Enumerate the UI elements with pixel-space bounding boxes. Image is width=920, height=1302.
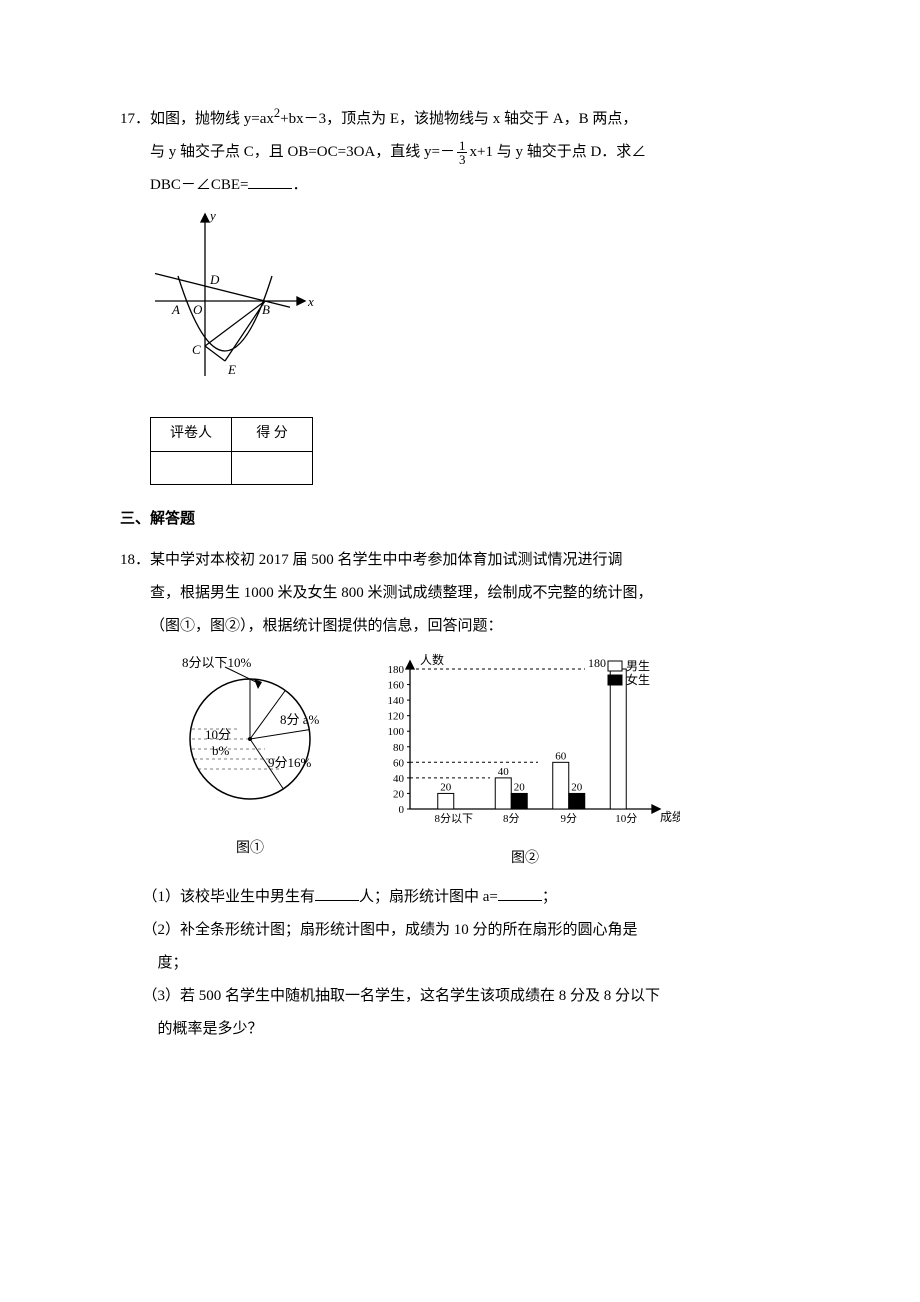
svg-text:20: 20 bbox=[440, 781, 452, 793]
svg-text:20: 20 bbox=[393, 788, 405, 800]
question-17: 17．如图，抛物线 y=ax2+bx－3，顶点为 E，该抛物线与 x 轴交于 A… bbox=[120, 100, 800, 399]
q18-number: 18． bbox=[120, 552, 150, 568]
svg-text:A: A bbox=[171, 302, 180, 317]
svg-text:100: 100 bbox=[388, 726, 405, 738]
pie-caption: 图① bbox=[150, 834, 350, 865]
svg-text:10分: 10分 bbox=[205, 727, 231, 742]
score-table: 评卷人 得 分 bbox=[150, 417, 313, 485]
svg-text:180: 180 bbox=[388, 664, 405, 676]
svg-text:140: 140 bbox=[388, 695, 405, 707]
q18-sub2: （2）补全条形统计图；扇形统计图中，成绩为 10 分的所在扇形的圆心角是 bbox=[120, 914, 800, 947]
bar-chart: 0 20 40 60 80 100 120 140 160 180 20 8分以下 40 20 8分 60 2… bbox=[370, 649, 680, 829]
svg-text:20: 20 bbox=[514, 781, 526, 793]
q17-line3: DBC－∠CBE=． bbox=[120, 169, 800, 202]
svg-text:180: 180 bbox=[588, 656, 606, 670]
q18-sub1: （1）该校毕业生中男生有人；扇形统计图中 a=； bbox=[120, 881, 800, 914]
q17-number: 17． bbox=[120, 111, 150, 127]
q18-line2: 查，根据男生 1000 米及女生 800 米测试成绩整理，绘制成不完整的统计图， bbox=[120, 577, 800, 610]
grader-header: 评卷人 bbox=[151, 418, 232, 452]
svg-text:8分以下10%: 8分以下10% bbox=[182, 655, 252, 670]
grader-cell[interactable] bbox=[151, 451, 232, 484]
svg-text:160: 160 bbox=[388, 679, 405, 691]
pie-chart-container: 8分以下10% 10分 b% 8分 a% 9分16% 图① bbox=[150, 649, 350, 865]
q17-line2: 与 y 轴交子点 C，且 OB=OC=3OA，直线 y=－13x+1 与 y 轴… bbox=[120, 136, 800, 169]
answer-blank[interactable] bbox=[248, 173, 292, 189]
svg-text:60: 60 bbox=[555, 750, 567, 762]
svg-text:y: y bbox=[208, 208, 216, 223]
score-header: 得 分 bbox=[232, 418, 313, 452]
question-18: 18．某中学对本校初 2017 届 500 名学生中中考参加体育加试测试情况进行… bbox=[120, 544, 800, 1046]
svg-text:男生: 男生 bbox=[626, 659, 650, 673]
bar-caption: 图② bbox=[370, 844, 680, 875]
q18-sub3b: 的概率是多少？ bbox=[120, 1013, 800, 1046]
svg-text:40: 40 bbox=[498, 766, 510, 778]
answer-blank[interactable] bbox=[315, 885, 359, 901]
svg-text:8分: 8分 bbox=[503, 812, 520, 825]
svg-text:人数: 人数 bbox=[420, 652, 444, 667]
svg-text:80: 80 bbox=[393, 742, 405, 754]
q18-line3: （图①，图②），根据统计图提供的信息，回答问题： bbox=[120, 610, 800, 643]
svg-text:20: 20 bbox=[571, 781, 583, 793]
q18-line1: 18．某中学对本校初 2017 届 500 名学生中中考参加体育加试测试情况进行… bbox=[120, 544, 800, 577]
svg-text:9分: 9分 bbox=[561, 812, 578, 825]
q17-text: 17．如图，抛物线 y=ax2+bx－3，顶点为 E，该抛物线与 x 轴交于 A… bbox=[120, 100, 800, 136]
svg-text:60: 60 bbox=[393, 757, 405, 769]
svg-text:b%: b% bbox=[212, 743, 230, 758]
q17-figure: y x A O B D C E bbox=[150, 206, 800, 399]
pie-chart: 8分以下10% 10分 b% 8分 a% 9分16% bbox=[150, 649, 350, 819]
q18-figures: 8分以下10% 10分 b% 8分 a% 9分16% 图① bbox=[150, 649, 800, 875]
svg-text:C: C bbox=[192, 342, 201, 357]
svg-text:9分16%: 9分16% bbox=[268, 755, 312, 770]
svg-text:8分以下: 8分以下 bbox=[435, 812, 474, 825]
svg-text:女生: 女生 bbox=[626, 672, 650, 687]
svg-text:120: 120 bbox=[388, 710, 405, 722]
section-3-title: 三、解答题 bbox=[120, 503, 800, 536]
q18-sub2b: 度； bbox=[120, 947, 800, 980]
svg-text:10分: 10分 bbox=[615, 812, 637, 825]
svg-text:D: D bbox=[209, 272, 220, 287]
svg-text:0: 0 bbox=[399, 804, 405, 816]
q18-sub3: （3）若 500 名学生中随机抽取一名学生，这名学生该项成绩在 8 分及 8 分… bbox=[120, 980, 800, 1013]
fraction: 13 bbox=[457, 139, 468, 166]
svg-text:E: E bbox=[227, 362, 236, 377]
answer-blank[interactable] bbox=[498, 885, 542, 901]
svg-text:成绩: 成绩 bbox=[660, 810, 680, 824]
svg-text:8分 a%: 8分 a% bbox=[280, 712, 320, 727]
svg-text:40: 40 bbox=[393, 773, 405, 785]
svg-text:O: O bbox=[193, 302, 203, 317]
score-cell[interactable] bbox=[232, 451, 313, 484]
svg-text:x: x bbox=[307, 294, 314, 309]
svg-text:B: B bbox=[262, 302, 270, 317]
bar-chart-container: 0 20 40 60 80 100 120 140 160 180 20 8分以下 40 20 8分 60 2… bbox=[370, 649, 680, 875]
